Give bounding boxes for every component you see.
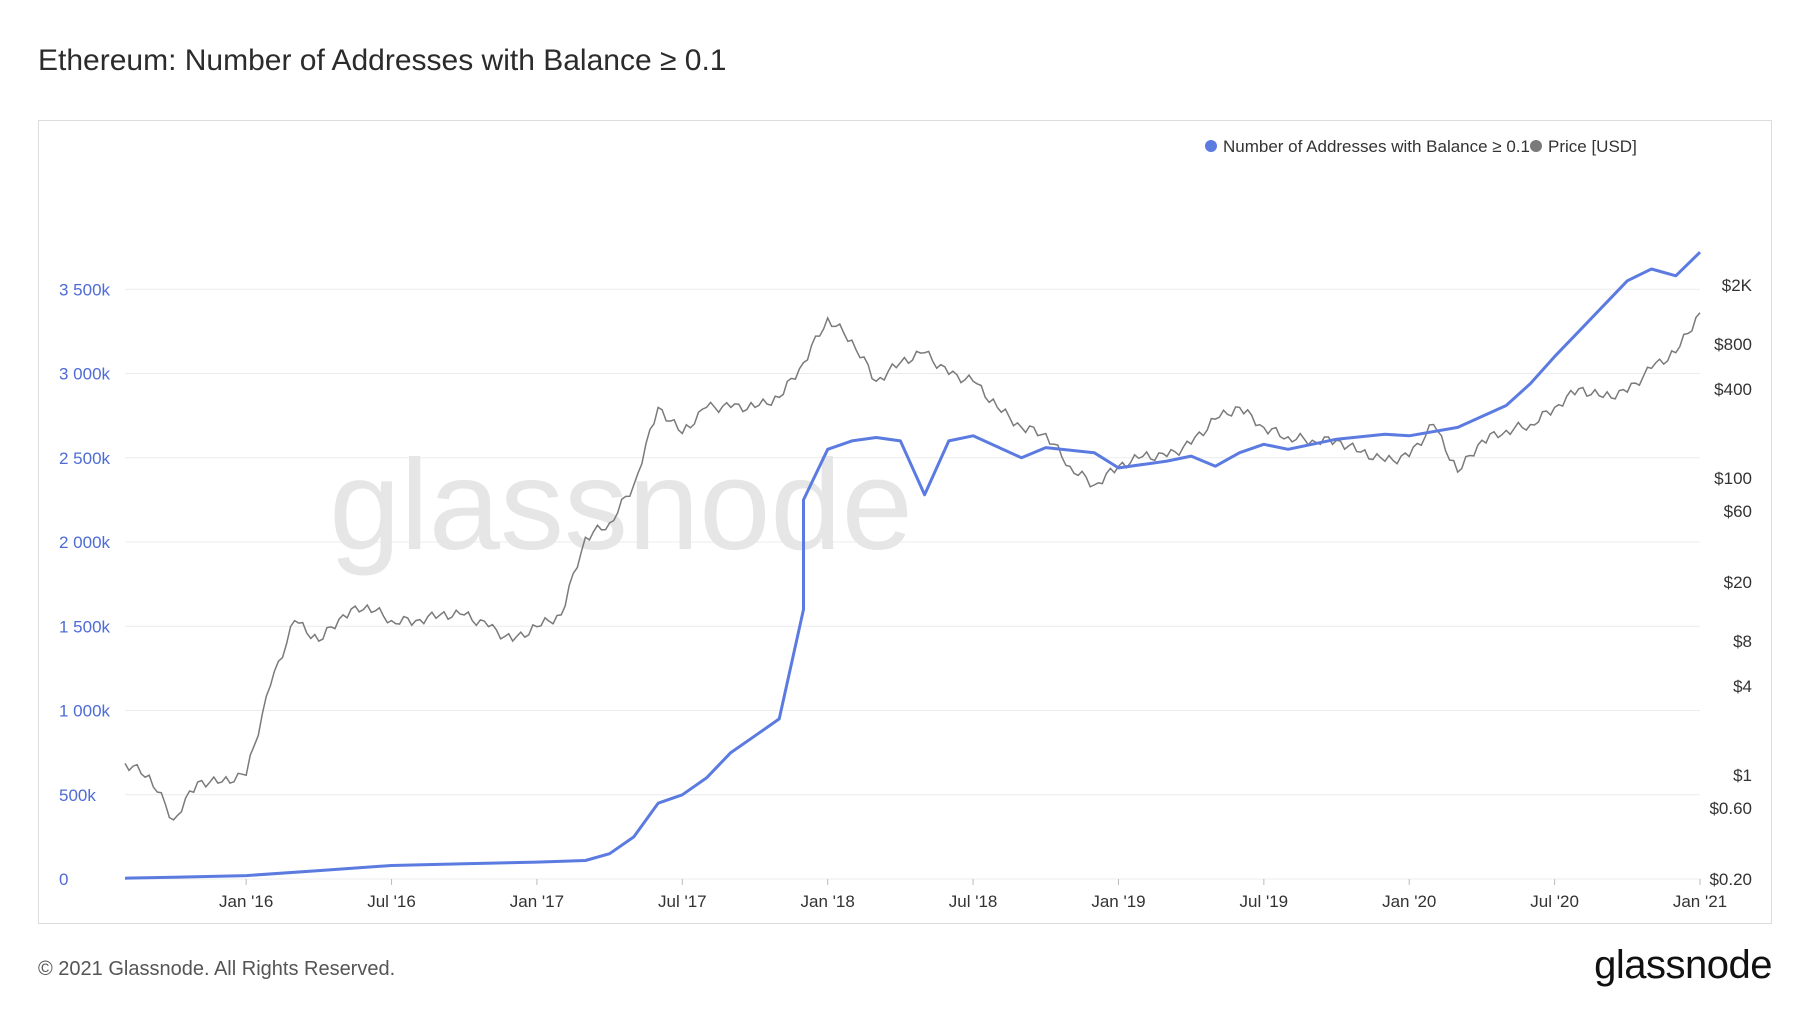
x-tick-label: Jan '21 (1673, 892, 1727, 911)
right-tick-label: $0.60 (1709, 799, 1752, 818)
right-tick-label: $0.20 (1709, 870, 1752, 889)
x-tick-label: Jul '19 (1240, 892, 1289, 911)
left-tick-label: 0 (59, 870, 68, 889)
left-axis-ticks: 0 500k 1 000k 1 500k 2 000k 2 500k 3 000k 3 500… (59, 280, 111, 889)
left-tick-label: 500k (59, 786, 96, 805)
left-tick-label: 3 000k (59, 365, 111, 384)
chart-title: Ethereum: Number of Addresses with Balan… (38, 44, 727, 77)
legend: Number of Addresses with Balance ≥ 0.1 P… (1205, 137, 1637, 156)
addresses-series-line (124, 251, 1702, 880)
copyright: © 2021 Glassnode. All Rights Reserved. (38, 958, 396, 980)
chart-panel: glassnode 0 500k 1 000k 1 500k 2 000k 2 500k 3… (38, 120, 1772, 924)
right-tick-label: $1 (1733, 766, 1752, 785)
right-tick-label: $2K (1722, 276, 1753, 295)
line-chart: glassnode 0 500k 1 000k 1 500k 2 000k 2 500k 3… (59, 137, 1753, 911)
x-tick-label: Jul '17 (658, 892, 707, 911)
x-axis-ticks: Jan '16 Jul '16 Jan '17 Jul '17 Jan '18 Jul '… (219, 879, 1727, 911)
brand-logo: glassnode (1594, 943, 1772, 987)
x-tick-label: Jan '18 (801, 892, 855, 911)
legend-label-addresses[interactable]: Number of Addresses with Balance ≥ 0.1 (1223, 137, 1530, 156)
right-tick-label: $400 (1714, 380, 1752, 399)
left-tick-label: 2 500k (59, 449, 111, 468)
right-tick-label: $60 (1724, 502, 1752, 521)
x-tick-label: Jan '17 (510, 892, 564, 911)
left-tick-label: 1 500k (59, 617, 111, 636)
watermark: glassnode (329, 434, 913, 577)
x-tick-label: Jan '20 (1382, 892, 1436, 911)
right-tick-label: $800 (1714, 335, 1752, 354)
x-tick-label: Jan '19 (1091, 892, 1145, 911)
left-tick-label: 3 500k (59, 280, 111, 299)
x-tick-label: Jul '18 (949, 892, 998, 911)
legend-marker-addresses (1205, 140, 1217, 152)
right-axis-ticks: $0.20 $0.60 $1 $4 $8 $20 $60 $100 $400 $800 $2K (1709, 276, 1752, 889)
legend-label-price[interactable]: Price [USD] (1548, 137, 1637, 156)
grid-lines (125, 288, 1700, 880)
right-tick-label: $8 (1733, 632, 1752, 651)
right-tick-label: $4 (1733, 677, 1752, 696)
right-tick-label: $100 (1714, 469, 1752, 488)
x-tick-label: Jan '16 (219, 892, 273, 911)
left-tick-label: 1 000k (59, 702, 111, 721)
x-tick-label: Jul '16 (367, 892, 416, 911)
legend-marker-price (1530, 140, 1542, 152)
right-tick-label: $20 (1724, 573, 1752, 592)
left-tick-label: 2 000k (59, 533, 111, 552)
x-tick-label: Jul '20 (1530, 892, 1579, 911)
